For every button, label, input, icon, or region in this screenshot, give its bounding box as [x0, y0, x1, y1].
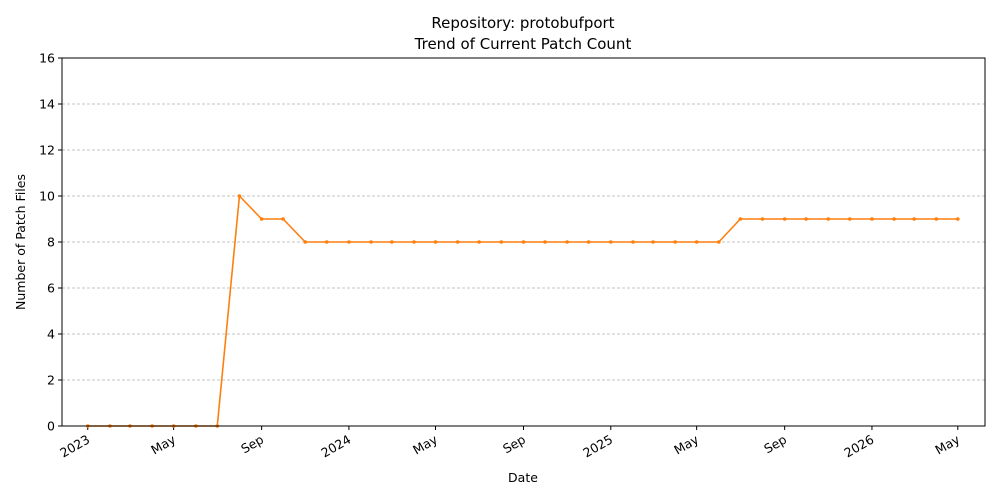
- x-tick-label: 2023: [57, 432, 92, 461]
- data-point: [782, 217, 787, 221]
- y-axis-label: Number of Patch Files: [13, 174, 28, 310]
- y-tick-label: 12: [39, 143, 55, 158]
- x-axis-label: Date: [508, 470, 538, 485]
- y-tick-label: 10: [39, 189, 55, 204]
- data-point: [760, 217, 765, 221]
- data-point: [826, 217, 831, 221]
- data-point: [324, 240, 329, 244]
- x-tick-label: May: [148, 431, 178, 457]
- plot-frame: [61, 57, 986, 427]
- data-point: [433, 240, 438, 244]
- data-point: [565, 240, 569, 244]
- data-point: [281, 217, 285, 221]
- data-point: [303, 240, 308, 244]
- data-point: [412, 240, 416, 244]
- y-tick-label: 8: [47, 235, 55, 250]
- y-axis-ticks: 0 2 4 6 8 10 12 14 16: [39, 51, 62, 434]
- x-tick-label: Sep: [238, 432, 266, 457]
- series-line: [87, 194, 958, 427]
- data-point: [847, 217, 852, 221]
- x-tick-label: 2025: [580, 432, 615, 461]
- data-point: [369, 240, 373, 244]
- y-tick-label: 14: [39, 97, 55, 112]
- x-tick-label: May: [932, 431, 962, 457]
- data-point: [804, 217, 808, 221]
- x-tick-label: Sep: [761, 432, 789, 457]
- chart-title: Repository: protobufport: [431, 14, 614, 32]
- data-point: [586, 240, 591, 244]
- y-tick-label: 2: [47, 373, 55, 388]
- x-tick-label: Sep: [500, 432, 528, 457]
- data-point: [956, 217, 960, 221]
- data-point: [521, 240, 526, 244]
- chart-subtitle: Trend of Current Patch Count: [414, 35, 632, 53]
- data-point: [717, 240, 721, 244]
- data-point: [870, 217, 874, 221]
- y-tick-label: 0: [47, 419, 55, 434]
- y-tick-label: 16: [39, 51, 55, 66]
- data-point: [694, 240, 699, 244]
- data-point: [912, 217, 916, 221]
- data-point: [608, 240, 613, 244]
- x-tick-label: May: [410, 431, 440, 457]
- data-point: [477, 240, 481, 244]
- data-point: [738, 217, 743, 221]
- y-tick-label: 4: [47, 327, 55, 342]
- data-point: [651, 240, 655, 244]
- data-point: [543, 240, 547, 244]
- x-tick-label: 2024: [318, 432, 353, 461]
- y-tick-label: 6: [47, 281, 55, 296]
- x-tick-label: May: [671, 431, 701, 457]
- x-axis-ticks: 2023 May Sep 2024 May Sep 2025 May Sep 2026 May: [57, 426, 963, 461]
- data-point: [347, 240, 351, 244]
- data-point: [934, 217, 939, 221]
- data-point: [237, 194, 242, 198]
- series-points: [85, 194, 960, 428]
- data-point: [455, 240, 460, 244]
- data-point: [390, 240, 394, 244]
- data-point: [499, 240, 504, 244]
- data-point: [631, 240, 635, 244]
- data-point: [892, 217, 896, 221]
- x-tick-label: 2026: [841, 432, 876, 461]
- data-point: [673, 240, 677, 244]
- data-point: [259, 217, 264, 221]
